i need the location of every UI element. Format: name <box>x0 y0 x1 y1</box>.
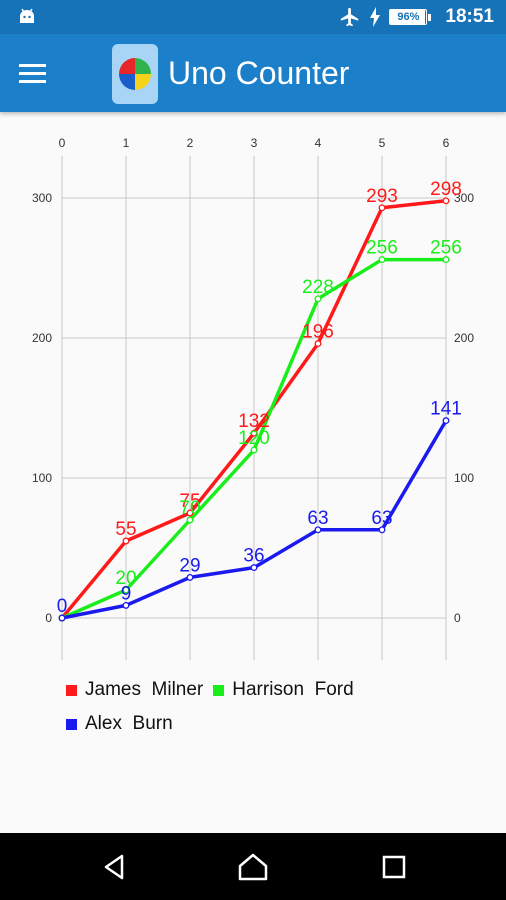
y-tick-label-left: 200 <box>32 331 52 345</box>
data-label: 256 <box>430 238 462 259</box>
data-label: 228 <box>302 277 334 298</box>
data-point <box>186 516 194 524</box>
x-tick-label: 5 <box>379 136 386 150</box>
back-icon[interactable] <box>96 849 132 885</box>
data-label: 55 <box>115 519 136 540</box>
legend-label: James Milner <box>85 679 204 700</box>
data-label: 70 <box>179 498 200 519</box>
data-label: 36 <box>243 546 264 567</box>
legend-item: Alex Burn <box>66 712 476 736</box>
legend-item: James Milner <box>66 678 203 702</box>
x-tick-label: 1 <box>123 136 130 150</box>
recents-icon[interactable] <box>376 849 412 885</box>
legend-label: Harrison Ford <box>232 679 354 700</box>
data-point <box>314 340 322 348</box>
data-label: 9 <box>121 583 132 604</box>
data-point <box>250 446 258 454</box>
data-point <box>442 417 450 425</box>
airplane-mode-icon <box>341 7 359 27</box>
data-label: 75 <box>179 491 200 512</box>
data-point <box>378 256 386 264</box>
x-tick-label: 3 <box>251 136 258 150</box>
chart-legend: James Milner Harrison Ford Alex Burn <box>66 678 486 736</box>
x-tick-label: 2 <box>187 136 194 150</box>
data-point <box>378 526 386 534</box>
legend-swatch <box>66 684 77 696</box>
home-icon[interactable] <box>235 849 271 885</box>
data-label: 196 <box>302 322 334 343</box>
y-tick-label-left: 300 <box>32 191 52 205</box>
legend-label: Alex Burn <box>85 713 173 734</box>
app-logo-icon <box>112 44 158 104</box>
y-tick-label-right: 0 <box>454 611 461 625</box>
x-tick-label: 6 <box>443 136 450 150</box>
y-tick-label-left: 0 <box>45 611 52 625</box>
data-label: 63 <box>307 508 328 529</box>
data-point <box>442 256 450 264</box>
data-point <box>442 197 450 205</box>
data-label: 120 <box>238 428 270 449</box>
data-label: 132 <box>238 411 270 432</box>
data-point <box>122 601 130 609</box>
y-tick-label-right: 300 <box>454 191 474 205</box>
data-label: 141 <box>430 399 462 420</box>
battery-level <box>390 10 425 24</box>
data-point <box>122 537 130 545</box>
data-point <box>186 573 194 581</box>
data-point <box>314 526 322 534</box>
data-label: 0 <box>57 596 68 617</box>
data-point <box>122 586 130 594</box>
data-point <box>378 204 386 212</box>
x-tick-label: 4 <box>315 136 322 150</box>
x-tick-label: 0 <box>59 136 66 150</box>
app-title: Uno Counter <box>168 55 350 91</box>
y-tick-label-right: 200 <box>454 331 474 345</box>
app-bar: Uno Counter <box>0 34 506 112</box>
y-tick-label-left: 100 <box>32 471 52 485</box>
legend-swatch <box>66 718 77 730</box>
battery-percent: 96% <box>397 11 420 23</box>
navigation-bar <box>0 833 506 900</box>
legend-swatch <box>213 684 225 696</box>
data-label: 63 <box>371 508 392 529</box>
data-label: 29 <box>179 555 200 576</box>
battery-icon: 96% <box>389 8 432 26</box>
data-point <box>250 564 258 572</box>
data-point <box>250 429 258 437</box>
data-label: 20 <box>115 568 136 589</box>
data-label: 298 <box>430 179 462 200</box>
menu-icon[interactable] <box>16 56 50 90</box>
status-bar: 96% 18:51 <box>0 0 506 34</box>
android-icon <box>20 8 34 23</box>
data-label: 293 <box>366 186 398 207</box>
charging-icon <box>370 7 381 27</box>
data-point <box>58 614 66 622</box>
y-tick-label-right: 100 <box>454 471 474 485</box>
score-chart: 0 1 2 3 4 5 6 0 0 100 100 200 200 300 300 55 75 132 196 293… <box>0 120 506 680</box>
status-time: 18:51 <box>445 6 494 27</box>
legend-item: Harrison Ford <box>213 678 354 702</box>
data-label: 256 <box>366 238 398 259</box>
data-point <box>314 295 322 303</box>
data-point <box>186 509 194 517</box>
